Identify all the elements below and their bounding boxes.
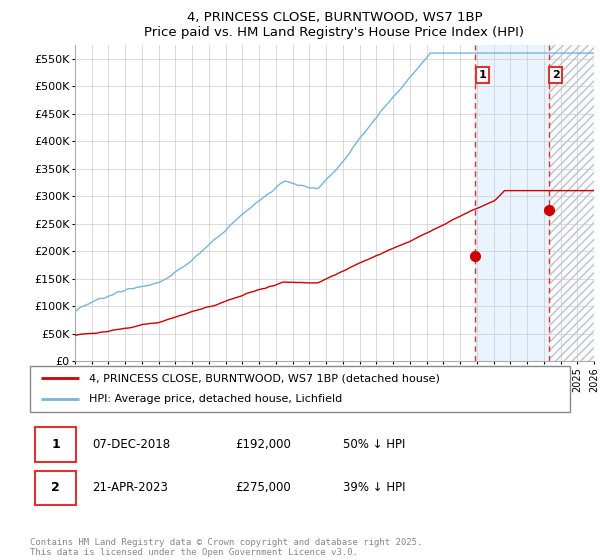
Text: £275,000: £275,000 — [235, 482, 291, 494]
Text: Contains HM Land Registry data © Crown copyright and database right 2025.
This d: Contains HM Land Registry data © Crown c… — [30, 538, 422, 557]
Text: 4, PRINCESS CLOSE, BURNTWOOD, WS7 1BP (detached house): 4, PRINCESS CLOSE, BURNTWOOD, WS7 1BP (d… — [89, 373, 440, 383]
Text: 07-DEC-2018: 07-DEC-2018 — [92, 438, 170, 451]
FancyBboxPatch shape — [30, 366, 570, 412]
Title: 4, PRINCESS CLOSE, BURNTWOOD, WS7 1BP
Price paid vs. HM Land Registry's House Pr: 4, PRINCESS CLOSE, BURNTWOOD, WS7 1BP Pr… — [145, 11, 524, 39]
Text: HPI: Average price, detached house, Lichfield: HPI: Average price, detached house, Lich… — [89, 394, 343, 404]
FancyBboxPatch shape — [35, 470, 76, 505]
Text: 2: 2 — [51, 482, 60, 494]
Text: 1: 1 — [51, 438, 60, 451]
Text: 2: 2 — [552, 70, 560, 80]
FancyBboxPatch shape — [35, 427, 76, 462]
Text: 50% ↓ HPI: 50% ↓ HPI — [343, 438, 406, 451]
Text: 21-APR-2023: 21-APR-2023 — [92, 482, 168, 494]
Text: 1: 1 — [478, 70, 486, 80]
Text: £192,000: £192,000 — [235, 438, 291, 451]
Bar — [549, 45, 594, 361]
Bar — [475, 45, 549, 361]
Bar — [549, 45, 594, 361]
Text: 39% ↓ HPI: 39% ↓ HPI — [343, 482, 406, 494]
